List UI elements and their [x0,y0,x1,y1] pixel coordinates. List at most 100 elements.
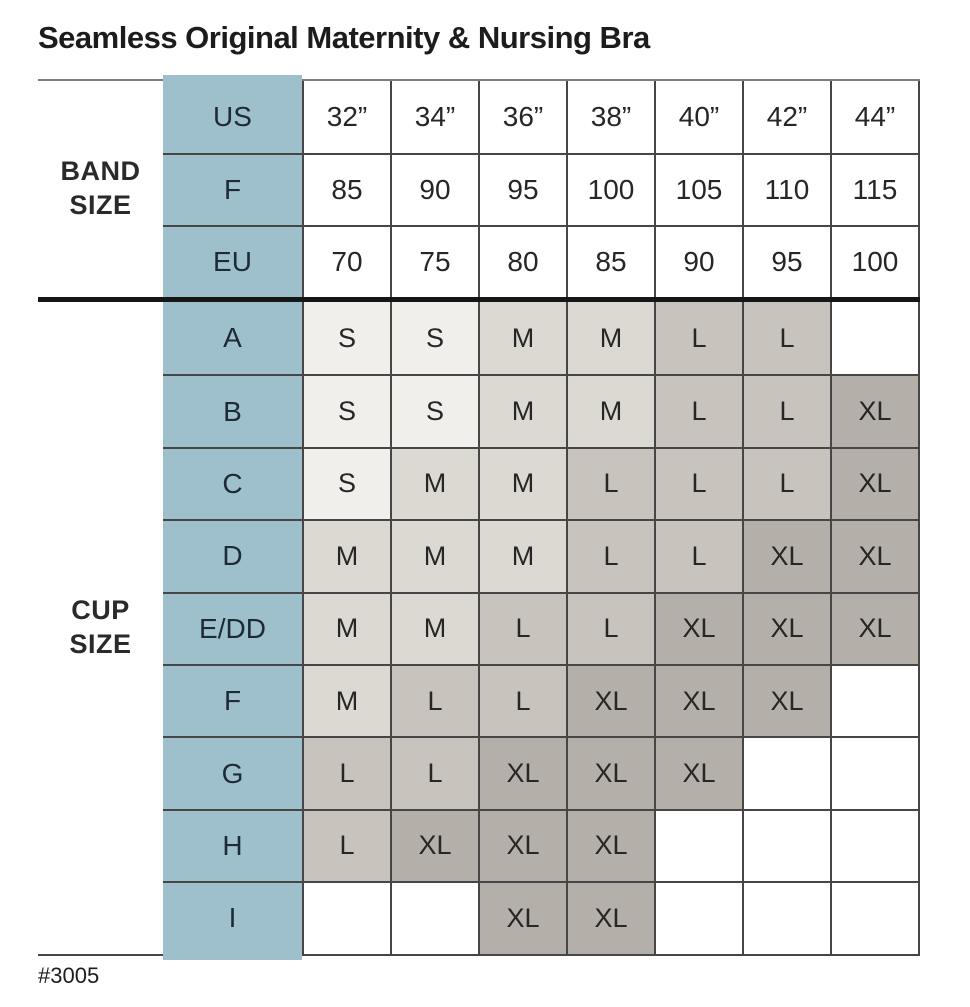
cup-size-label: CUP SIZE [38,302,163,954]
size-cell [654,810,742,882]
size-cell: XL [830,448,918,520]
cup-size-section: CUP SIZE A S S M M L L B S S M M L L XL C S M M L L L XL D M M M L L… [38,302,920,954]
size-cell: XL [654,738,742,809]
cup-row-label: H [163,810,302,882]
band-value-cell: 34” [390,81,478,153]
size-cell: XL [566,810,654,882]
size-cell [654,883,742,954]
size-cell: L [478,593,566,664]
cup-row-label: D [163,521,302,592]
band-value-cell: 36” [478,81,566,153]
band-value-cell: 32” [302,81,390,153]
size-cell [830,883,918,954]
size-cell [742,810,830,882]
cup-row-label: I [163,883,302,954]
style-number: #3005 [38,963,100,988]
cup-row: B S S M M L L XL [163,374,918,447]
band-size-section: BAND SIZE US 32” 34” 36” 38” 40” 42” 44” F 85 90 95… [38,81,920,297]
band-row: F 85 90 95 100 105 110 115 [163,153,918,225]
size-cell [830,810,918,882]
band-value-cell: 44” [830,81,918,153]
band-row: EU 70 75 80 85 90 95 100 [163,225,918,297]
size-cell [830,665,918,737]
band-row: US 32” 34” 36” 38” 40” 42” 44” [163,81,918,153]
size-cell: L [654,302,742,375]
cup-row-label: G [163,738,302,809]
size-cell: L [742,376,830,447]
size-cell: XL [654,665,742,737]
size-cell: M [302,665,390,737]
size-cell: XL [830,521,918,592]
band-row-label: EU [163,227,302,297]
band-value-cell: 85 [302,155,390,225]
size-cell: L [566,448,654,520]
band-row-label: F [163,155,302,225]
cup-row-label: C [163,448,302,520]
cup-size-rows: A S S M M L L B S S M M L L XL C S M M L L L XL D M M M L L XL XL E/DD M… [163,302,920,954]
size-cell: XL [742,521,830,592]
size-cell: M [478,448,566,520]
size-cell: XL [478,883,566,954]
band-value-cell: 90 [654,227,742,297]
size-table: BAND SIZE US 32” 34” 36” 38” 40” 42” 44” F 85 90 95… [38,75,920,960]
size-cell [302,883,390,954]
size-cell: M [302,593,390,664]
size-cell: M [302,521,390,592]
band-value-cell: 38” [566,81,654,153]
band-value-cell: 85 [566,227,654,297]
size-cell: S [390,302,478,375]
band-value-cell: 80 [478,227,566,297]
size-cell: M [390,521,478,592]
size-cell: XL [830,376,918,447]
size-cell: L [654,376,742,447]
size-cell: XL [478,738,566,809]
size-cell: S [302,448,390,520]
band-size-label: BAND SIZE [38,81,163,297]
size-cell: L [654,521,742,592]
band-value-cell: 70 [302,227,390,297]
band-size-rows: US 32” 34” 36” 38” 40” 42” 44” F 85 90 95 100 105 110 1… [163,81,920,297]
cup-row-label: E/DD [163,593,302,664]
size-cell: L [742,302,830,375]
section-divider [38,297,920,302]
band-row-label: US [163,81,302,153]
size-cell: XL [566,738,654,809]
size-cell: L [742,448,830,520]
size-cell: M [478,302,566,375]
size-cell: M [566,302,654,375]
cup-row: F M L L XL XL XL [163,663,918,737]
size-cell: L [654,448,742,520]
size-cell: M [478,521,566,592]
cup-row: G L L XL XL XL [163,736,918,809]
band-value-cell: 40” [654,81,742,153]
band-value-cell: 100 [830,227,918,297]
size-cell: L [302,738,390,809]
band-value-cell: 105 [654,155,742,225]
band-value-cell: 75 [390,227,478,297]
size-cell: M [390,593,478,664]
cup-row: C S M M L L L XL [163,446,918,520]
size-cell: XL [566,665,654,737]
size-cell: XL [654,593,742,664]
band-value-cell: 100 [566,155,654,225]
size-cell: S [390,376,478,447]
size-cell: S [302,302,390,375]
size-cell: XL [390,810,478,882]
cup-row-label: B [163,376,302,447]
size-cell [830,738,918,809]
cup-row-label: F [163,665,302,737]
size-cell: M [478,376,566,447]
size-cell: L [390,738,478,809]
band-value-cell: 42” [742,81,830,153]
size-cell: S [302,376,390,447]
size-cell [390,883,478,954]
cup-row: I XL XL [163,881,918,954]
cup-row: E/DD M M L L XL XL XL [163,591,918,664]
band-value-cell: 95 [478,155,566,225]
size-cell: L [566,593,654,664]
band-value-cell: 115 [830,155,918,225]
size-cell: XL [478,810,566,882]
cup-row: D M M M L L XL XL [163,519,918,592]
size-cell: XL [742,665,830,737]
